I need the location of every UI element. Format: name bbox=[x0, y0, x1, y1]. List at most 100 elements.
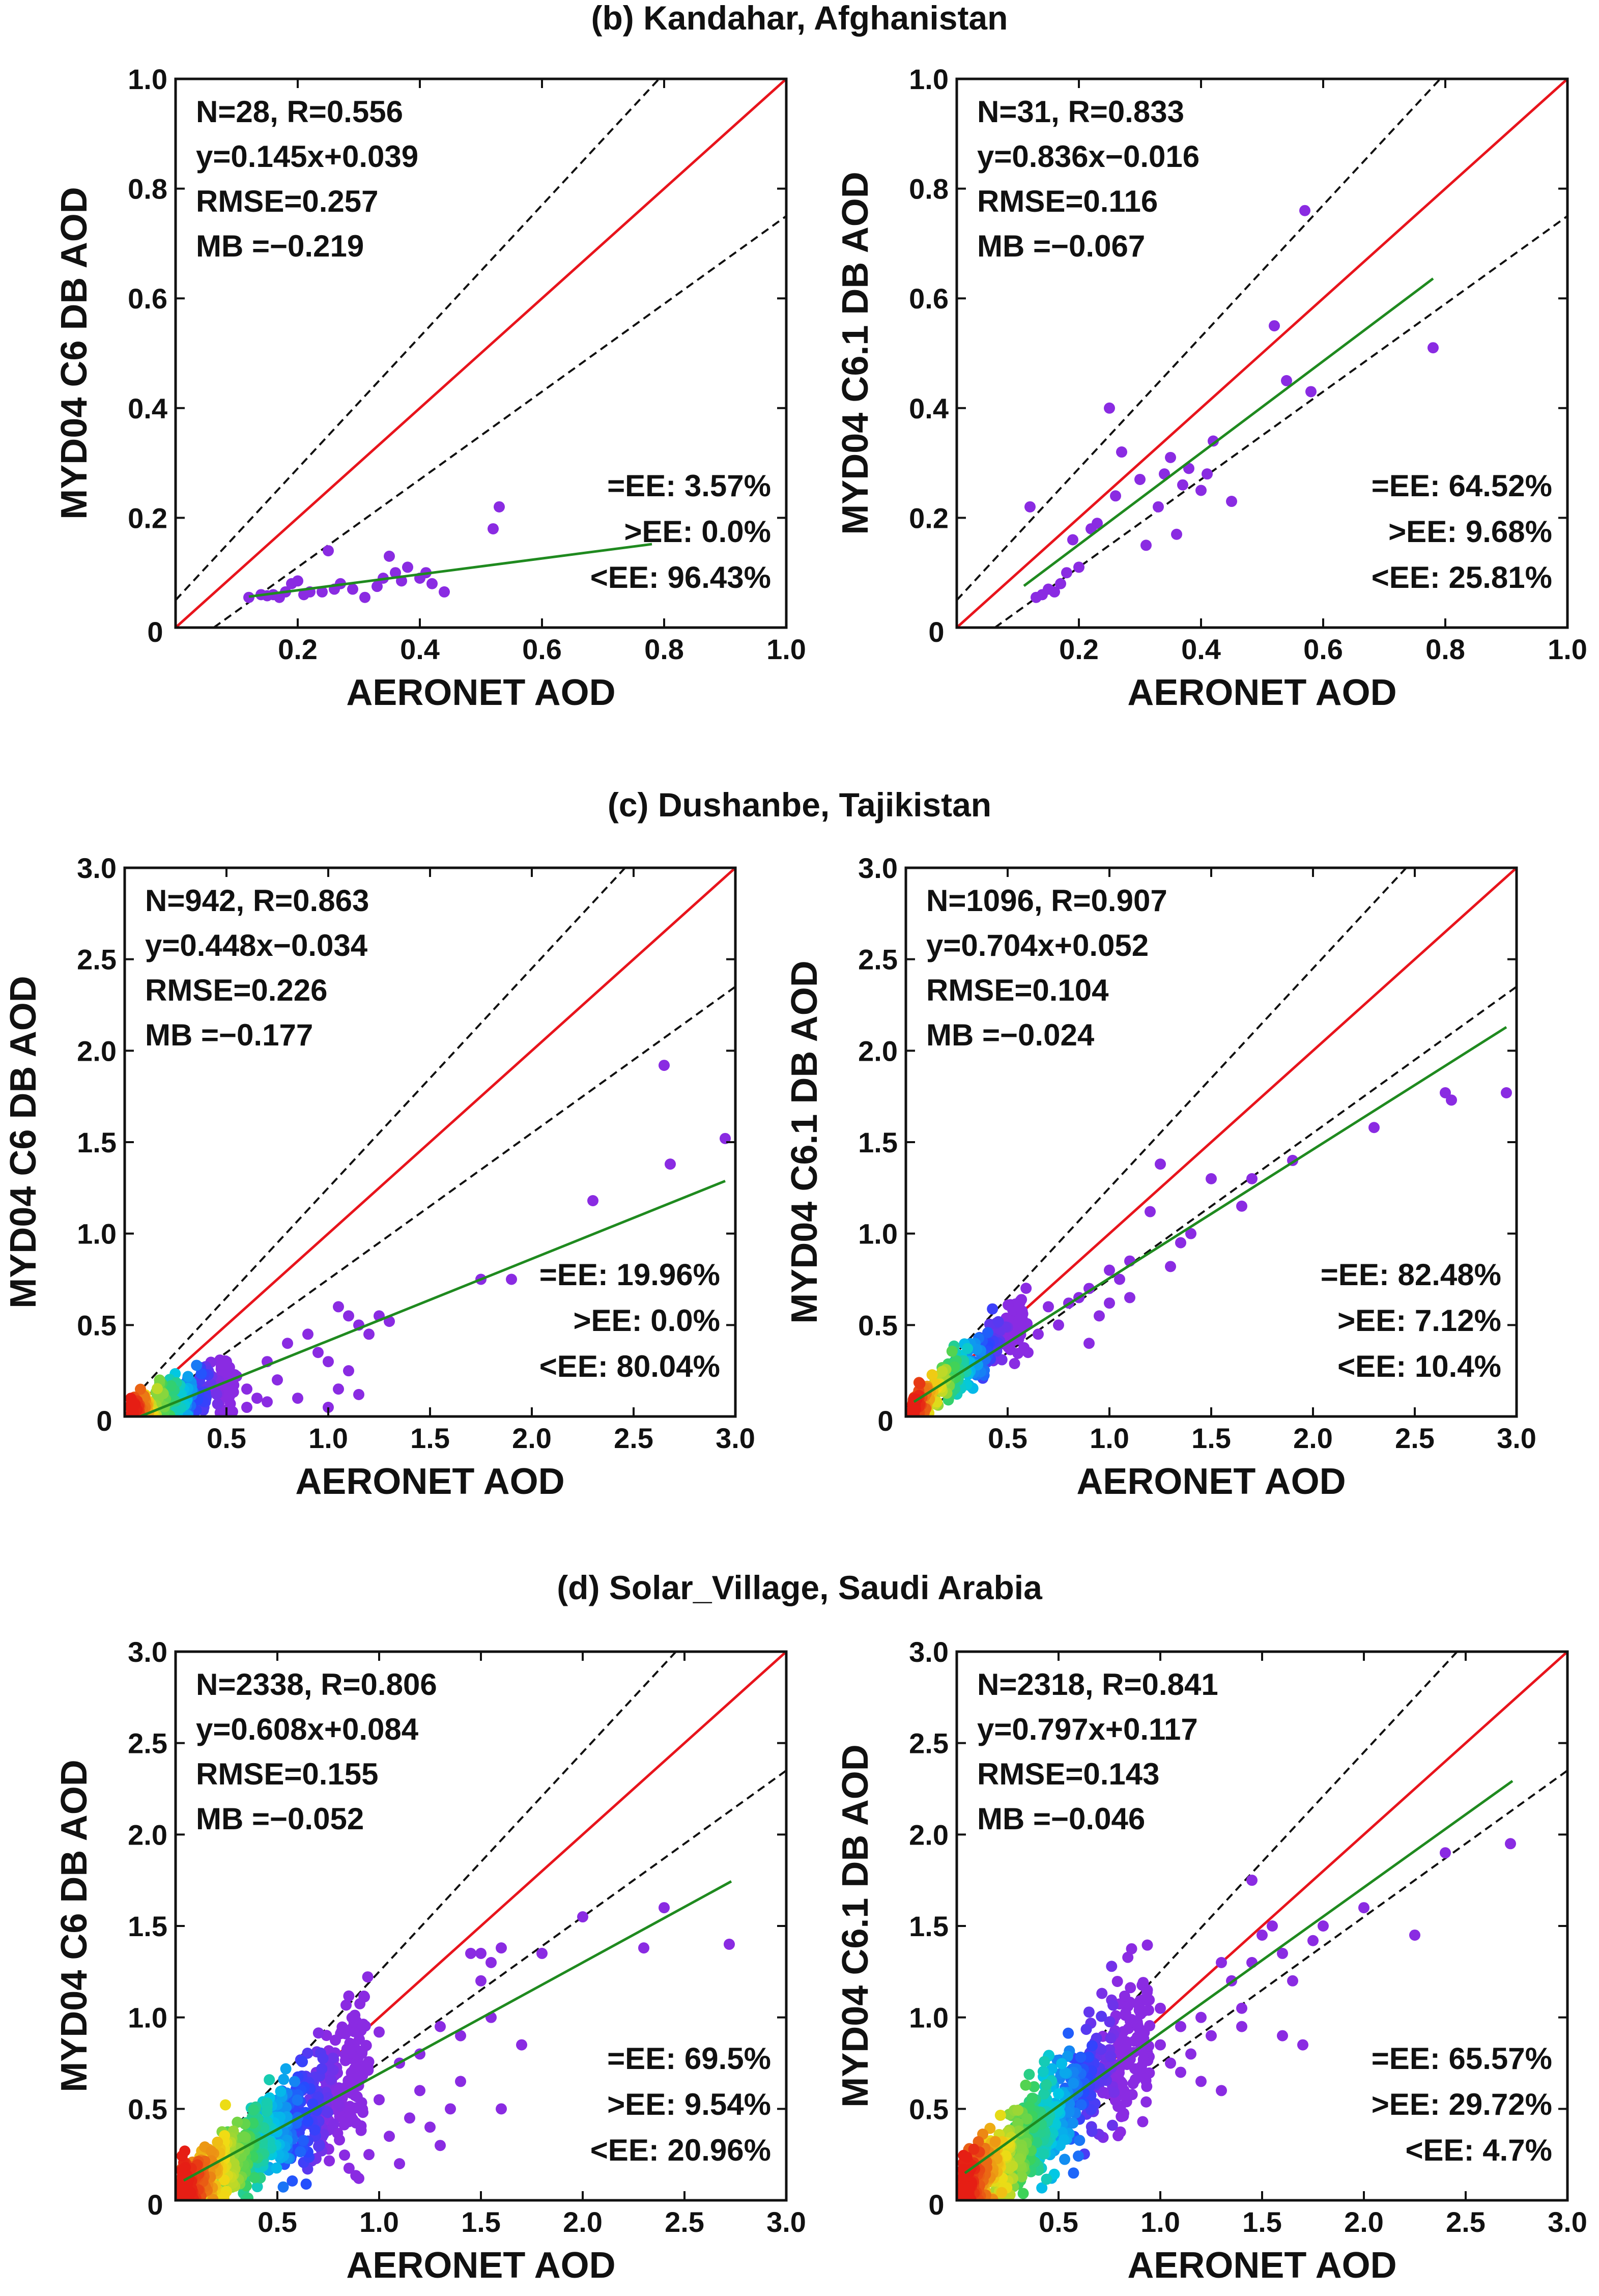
data-point bbox=[1165, 451, 1176, 463]
data-point bbox=[1368, 1122, 1380, 1133]
data-point-dense bbox=[987, 1303, 998, 1315]
data-point-dense bbox=[1068, 2167, 1079, 2179]
regression-line bbox=[1023, 277, 1434, 587]
data-point-dense bbox=[261, 2097, 273, 2109]
data-point bbox=[1206, 2030, 1217, 2042]
data-point bbox=[1033, 1328, 1044, 1340]
data-point bbox=[317, 586, 328, 598]
data-point-dense bbox=[314, 2139, 326, 2151]
data-point-dense bbox=[989, 2136, 1001, 2147]
data-point bbox=[1155, 2002, 1166, 2014]
x-tick-label: 2.0 bbox=[1293, 1422, 1333, 1454]
x-axis-label: AERONET AOD bbox=[1076, 1461, 1346, 1502]
data-point bbox=[1427, 342, 1439, 354]
origin-label: 0 bbox=[928, 2189, 944, 2221]
data-point bbox=[1094, 1310, 1105, 1322]
stat-line: y=0.797x+0.117 bbox=[977, 1712, 1198, 1746]
data-point-dense bbox=[289, 2076, 300, 2087]
data-point bbox=[292, 575, 303, 587]
y-tick-label: 1.0 bbox=[909, 2002, 949, 2034]
data-point-dense bbox=[1074, 2135, 1086, 2146]
data-point bbox=[1236, 2021, 1247, 2032]
data-point-dense bbox=[292, 2094, 303, 2106]
y-tick-label: 2.5 bbox=[909, 1727, 949, 1760]
data-point-dense bbox=[1127, 2078, 1139, 2089]
data-point-dense bbox=[984, 1318, 995, 1330]
ee-stat-line: >EE: 0.0% bbox=[624, 515, 772, 549]
data-point bbox=[1202, 468, 1213, 480]
y-tick-label: 1.5 bbox=[909, 1910, 949, 1942]
x-tick-label: 1.5 bbox=[410, 1422, 450, 1454]
y-tick-label: 2.0 bbox=[128, 1819, 167, 1851]
stat-line: RMSE=0.104 bbox=[926, 973, 1109, 1007]
data-point bbox=[243, 591, 254, 603]
x-axis-label: AERONET AOD bbox=[346, 2245, 615, 2286]
data-point-dense bbox=[914, 1378, 926, 1390]
data-point-dense bbox=[1082, 2051, 1094, 2063]
data-point-dense bbox=[1026, 2092, 1038, 2104]
data-point bbox=[353, 2172, 364, 2184]
data-point-dense bbox=[1111, 1975, 1123, 1987]
stat-line: y=0.608x+0.084 bbox=[196, 1712, 419, 1746]
data-point-dense bbox=[1059, 2067, 1071, 2079]
data-point bbox=[1287, 1975, 1298, 1987]
x-tick-label: 0.5 bbox=[988, 1422, 1027, 1454]
data-point bbox=[1145, 1206, 1156, 1217]
y-tick-label: 3.0 bbox=[77, 852, 117, 884]
data-point-dense bbox=[1126, 1943, 1137, 1954]
data-point-dense bbox=[1129, 2063, 1141, 2075]
y-axis-label: MYD04 C6 DB AOD bbox=[54, 187, 95, 519]
plot-lines bbox=[176, 79, 786, 628]
data-point-dense bbox=[1016, 2171, 1027, 2182]
data-point-dense bbox=[340, 1999, 352, 2011]
x-axis-label: AERONET AOD bbox=[346, 672, 615, 713]
data-point-dense bbox=[926, 1369, 938, 1381]
data-point-dense bbox=[996, 2187, 1008, 2198]
data-point-dense bbox=[356, 2097, 367, 2109]
data-point bbox=[343, 1365, 354, 1377]
data-point bbox=[374, 2026, 385, 2038]
data-point bbox=[1195, 2076, 1207, 2087]
x-tick-label: 3.0 bbox=[766, 2206, 806, 2238]
data-point-dense bbox=[242, 2192, 254, 2200]
stat-line: MB =−0.067 bbox=[977, 229, 1145, 263]
data-point bbox=[1358, 1902, 1369, 1914]
data-point bbox=[1305, 386, 1317, 398]
y-tick-label: 0.6 bbox=[909, 282, 949, 315]
data-point bbox=[1124, 1292, 1135, 1303]
data-point bbox=[1024, 501, 1036, 513]
stat-line: N=31, R=0.833 bbox=[977, 95, 1184, 129]
data-point bbox=[455, 2076, 466, 2087]
y-tick-label: 0.6 bbox=[128, 282, 167, 315]
data-points bbox=[906, 1087, 1512, 1416]
ee-stat-line: >EE: 0.0% bbox=[574, 1303, 721, 1338]
stat-line: RMSE=0.116 bbox=[977, 184, 1158, 218]
ee-stat-line: =EE: 69.5% bbox=[607, 2042, 771, 2076]
ee-stat-line: =EE: 19.96% bbox=[539, 1258, 720, 1292]
data-point bbox=[384, 550, 395, 562]
stat-line: RMSE=0.155 bbox=[196, 1757, 379, 1791]
data-point-dense bbox=[125, 1399, 137, 1411]
data-point bbox=[435, 2140, 446, 2151]
data-point-dense bbox=[1013, 1313, 1025, 1325]
data-point bbox=[292, 1393, 303, 1404]
data-point-dense bbox=[287, 2175, 298, 2187]
stat-line: MB =−0.177 bbox=[145, 1018, 313, 1052]
data-point bbox=[1269, 320, 1280, 332]
data-point bbox=[435, 2021, 446, 2032]
data-point bbox=[1104, 1264, 1115, 1276]
data-point bbox=[323, 1356, 334, 1368]
data-point-dense bbox=[994, 2109, 1006, 2121]
y-tick-label: 1.5 bbox=[77, 1126, 117, 1158]
regression-line bbox=[183, 1880, 732, 2182]
data-point-dense bbox=[1041, 2173, 1052, 2185]
data-point-dense bbox=[347, 2066, 359, 2078]
data-point-dense bbox=[297, 2056, 308, 2067]
ee-stat-line: >EE: 29.72% bbox=[1372, 2087, 1552, 2121]
y-axis-label: MYD04 C6.1 DB AOD bbox=[835, 172, 876, 535]
scatter-panel: 0.5 1.0 1.5 2.0 2.5 3.0 0.5 1.0 1.5 2.0 2.5 3.0 0 AER… bbox=[784, 852, 1536, 1502]
data-point bbox=[302, 1328, 313, 1340]
y-tick-label: 0.8 bbox=[128, 173, 167, 205]
data-point bbox=[475, 1947, 487, 1959]
regression-line bbox=[964, 1780, 1514, 2174]
